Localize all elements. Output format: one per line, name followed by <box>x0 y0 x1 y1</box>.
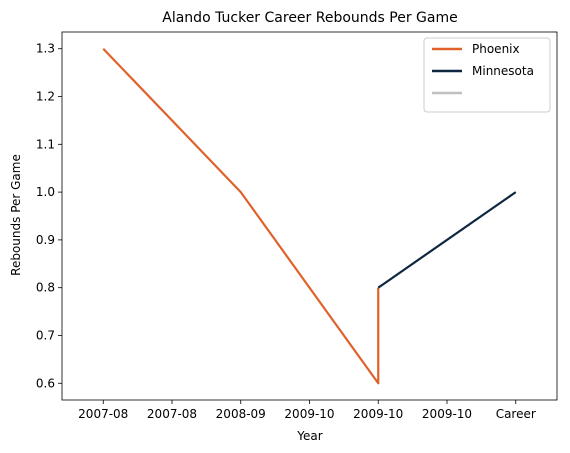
plot-frame <box>61 31 558 401</box>
x-tick-label: 2009-10 <box>284 407 334 421</box>
legend-label: Phoenix <box>472 42 520 56</box>
series-line-minnesota <box>377 191 517 289</box>
y-tick-label: 0.7 <box>36 328 55 342</box>
x-tick-label: 2009-10 <box>353 407 403 421</box>
y-tick-label: 0.9 <box>36 233 55 247</box>
x-tick-label: 2007-08 <box>78 407 128 421</box>
series-line-phoenix <box>102 47 380 385</box>
x-axis: 2007-08 2007-08 2008-09 2009-10 2009-10 2009-… <box>78 400 536 421</box>
x-tick-label: 2007-08 <box>147 407 197 421</box>
legend-label: Minnesota <box>472 64 534 78</box>
y-tick-label: 1.0 <box>36 185 55 199</box>
y-axis: 0.6 0.7 0.8 0.9 1.0 1.1 1.2 1.3 <box>36 42 62 390</box>
series-layer <box>102 47 517 385</box>
y-tick-label: 1.2 <box>36 90 55 104</box>
y-tick-label: 1.3 <box>36 42 55 56</box>
y-tick-label: 1.1 <box>36 137 55 151</box>
x-tick-label: 2008-09 <box>216 407 266 421</box>
y-tick-label: 0.8 <box>36 281 55 295</box>
y-axis-label: Rebounds Per Game <box>9 154 23 276</box>
chart-title: Alando Tucker Career Rebounds Per Game <box>162 10 457 26</box>
x-tick-label: 2009-10 <box>422 407 472 421</box>
legend: Phoenix Minnesota <box>423 37 551 113</box>
y-tick-label: 0.6 <box>36 376 55 390</box>
x-tick-label: Career <box>496 407 536 421</box>
x-axis-label: Year <box>296 429 322 443</box>
